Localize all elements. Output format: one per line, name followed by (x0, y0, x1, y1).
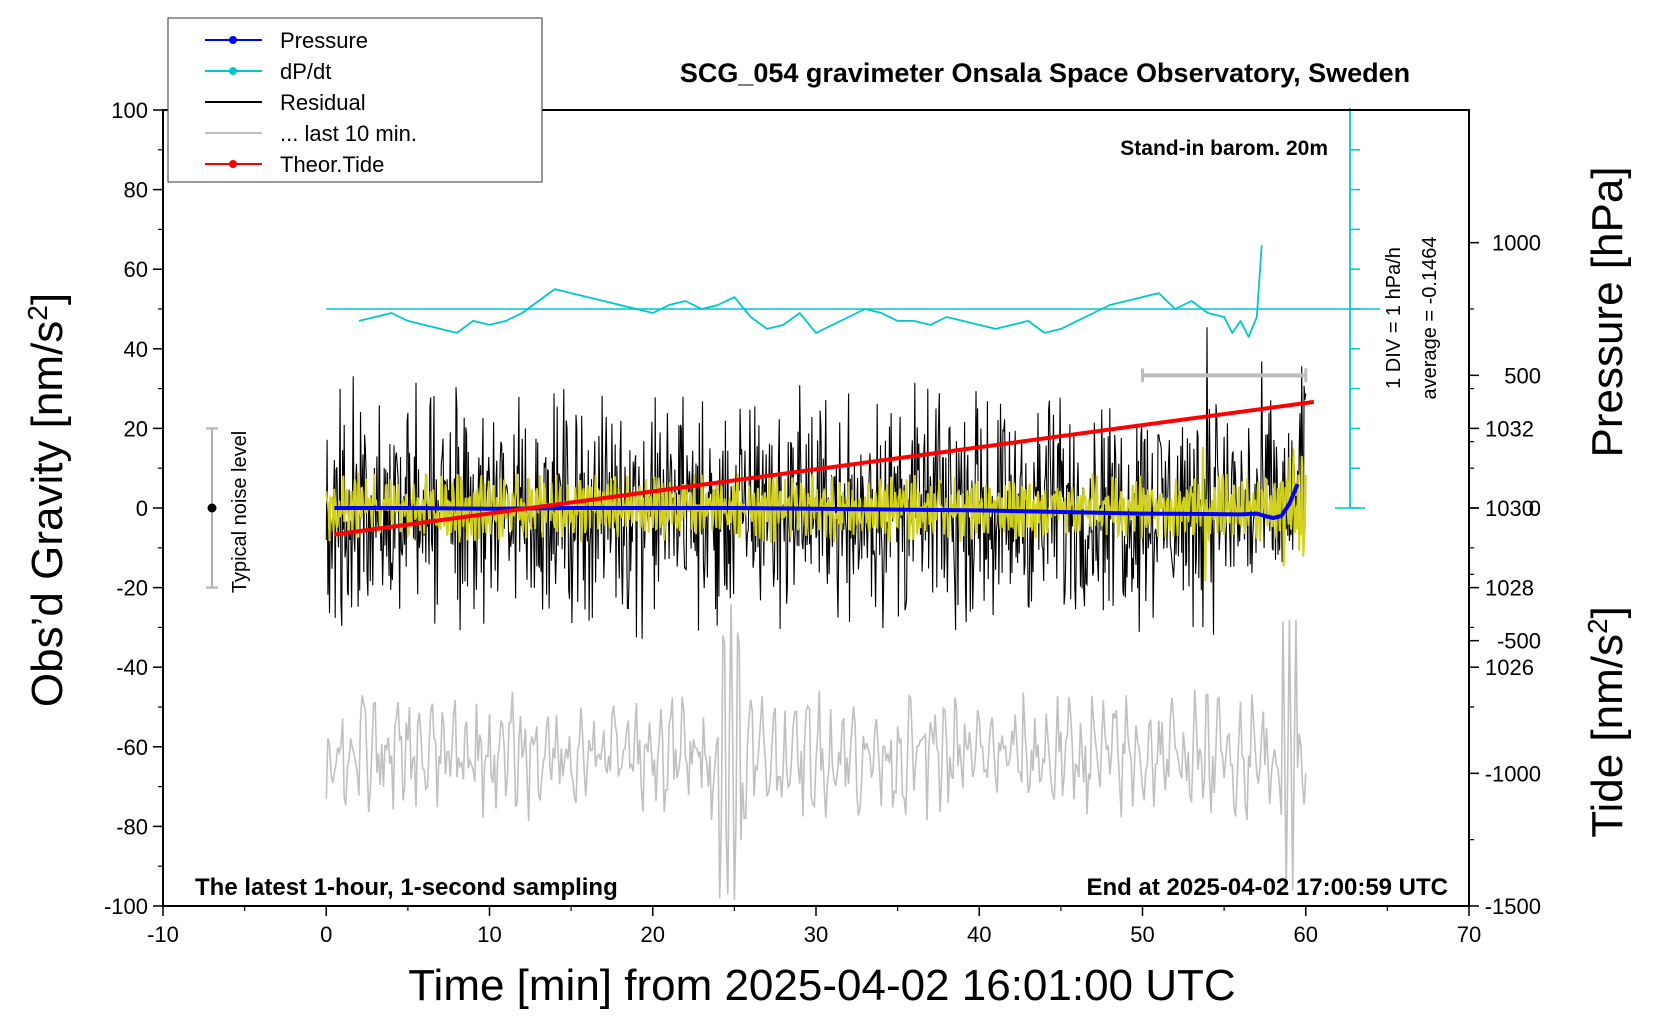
legend-marker-theor-tide (229, 160, 237, 168)
legend-box (167, 17, 543, 183)
x-tick-label: 20 (641, 922, 665, 947)
y-axis-left-title-end: ] (23, 293, 72, 305)
y-tick-label: -20 (116, 576, 148, 601)
y-tick-label: -60 (116, 735, 148, 760)
pressure-tick-label: 1026 (1485, 655, 1534, 680)
series-dp-dt (358, 245, 1263, 338)
y-tick-label: -80 (116, 814, 148, 839)
y-axis-pressure-title: Pressure [hPa] (1583, 166, 1632, 457)
y-axis-tide-title-end: ] (1583, 606, 1632, 618)
x-tick-label: 50 (1130, 922, 1154, 947)
legend: Pressure dP/dt Residual ... last 10 min. The… (167, 17, 543, 183)
y-tick-label: 60 (124, 257, 148, 282)
tide-tick-label: 500 (1504, 363, 1541, 388)
pressure-tick-label: 1030 (1485, 496, 1534, 521)
noise-center-dot (207, 503, 217, 513)
legend-label-theor-tide: Theor.Tide (280, 152, 384, 177)
x-tick-label: 10 (477, 922, 501, 947)
y-axis-left-title-sup: 2 (22, 305, 53, 321)
tide-tick-label: 0 (1529, 496, 1541, 521)
tide-tick-label: -500 (1497, 629, 1541, 654)
text-layer: SCG_054 gravimeter Onsala Space Observat… (22, 58, 1633, 1010)
tide-tick-label: -1000 (1485, 761, 1541, 786)
y-axis-tide-title-sup: 2 (1582, 618, 1613, 634)
chart-title: SCG_054 gravimeter Onsala Space Observat… (680, 58, 1410, 88)
legend-label-dp-dt: dP/dt (280, 59, 331, 84)
pressure-tick-label: 1028 (1485, 576, 1534, 601)
legend-marker-dp-dt (229, 67, 237, 75)
x-axis-title: Time [min] from 2025-04-02 16:01:00 UTC (408, 961, 1235, 1010)
barometer-note: Stand-in barom. 20m (1120, 137, 1328, 160)
y-tick-label: 80 (124, 178, 148, 203)
dpdt-scale-label: 1 DIV = 1 hPa/h (1383, 247, 1405, 389)
series-layer (206, 108, 1380, 900)
series-theor-tide (334, 399, 1315, 537)
legend-label-pressure: Pressure (280, 28, 368, 53)
bottom-left-note: The latest 1-hour, 1-second sampling (195, 874, 618, 901)
tide-tick-label: -1500 (1485, 894, 1541, 919)
x-tick-label: 70 (1457, 922, 1481, 947)
x-tick-label: -10 (147, 922, 179, 947)
y-tick-label: 40 (124, 337, 148, 362)
y-tick-label: 20 (124, 416, 148, 441)
x-tick-label: 40 (967, 922, 991, 947)
y-axis-tide-title-main: Tide [nm/s (1583, 634, 1632, 838)
y-tick-label: 100 (111, 98, 148, 123)
bottom-right-note: End at 2025-04-02 17:00:59 UTC (1087, 874, 1449, 901)
y-tick-label: -40 (116, 655, 148, 680)
y-axis-tide-title: Tide [nm/s2] (1582, 606, 1633, 838)
x-tick-label: 0 (320, 922, 332, 947)
legend-marker-pressure (229, 36, 237, 44)
noise-label: Typical noise level (229, 431, 251, 593)
legend-label-residual: Residual (280, 90, 366, 115)
axes-layer: -10 0 10 20 30 40 50 60 70100806040200-20-40-60-… (104, 98, 1541, 947)
last-10-min-line (325, 603, 1307, 900)
legend-label-last-10-min: ... last 10 min. (280, 121, 417, 146)
tide-tick-label: 1000 (1492, 231, 1541, 256)
series-pressure (334, 483, 1300, 520)
y-tick-label: -100 (104, 894, 148, 919)
y-axis-left-title-main: Obs’d Gravity [nm/s (23, 321, 72, 707)
x-tick-label: 60 (1294, 922, 1318, 947)
pressure-tick-label: 1032 (1485, 416, 1534, 441)
y-tick-label: 0 (136, 496, 148, 521)
dpdt-average-label: average = -0.1464 (1419, 237, 1441, 400)
y-axis-left-title: Obs’d Gravity [nm/s2] (22, 293, 73, 707)
x-tick-label: 30 (804, 922, 828, 947)
